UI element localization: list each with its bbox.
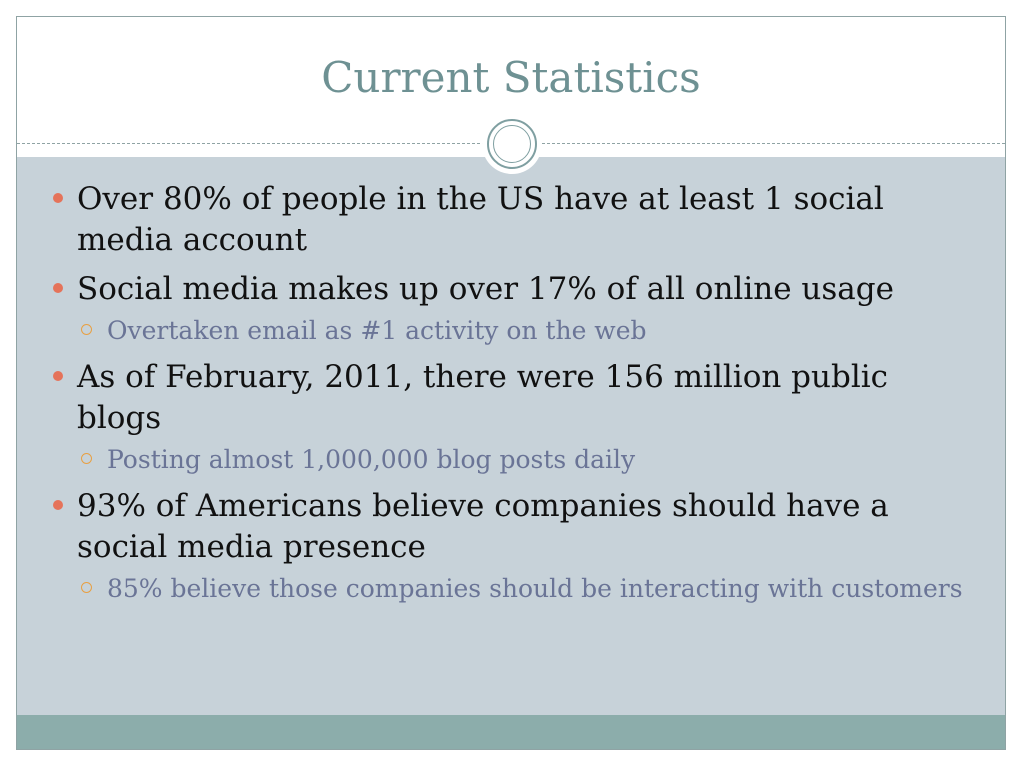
ornament-inner-ring-icon — [493, 125, 531, 163]
bullet-text: Over 80% of people in the US have at lea… — [77, 181, 884, 258]
sub-bullet-ring-icon — [81, 453, 92, 464]
sub-bullet-ring-icon — [81, 324, 92, 335]
bullet-dot-icon — [53, 193, 63, 203]
footer-bar — [17, 715, 1005, 749]
content-area — [17, 157, 1005, 717]
bullet-item: Social media makes up over 17% of all on… — [47, 269, 967, 310]
sub-bullet-item: Posting almost 1,000,000 blog posts dail… — [47, 443, 967, 476]
slide: Current Statistics Over 80% of people in… — [16, 16, 1006, 750]
bullet-item: 93% of Americans believe companies shoul… — [47, 486, 967, 568]
bullet-text: 93% of Americans believe companies shoul… — [77, 488, 889, 565]
bullet-text: Social media makes up over 17% of all on… — [77, 271, 894, 307]
sub-bullet-item: Overtaken email as #1 activity on the we… — [47, 314, 967, 347]
bullet-text: As of February, 2011, there were 156 mil… — [77, 359, 889, 436]
bullet-dot-icon — [53, 283, 63, 293]
sub-bullet-text: 85% believe those companies should be in… — [107, 574, 963, 603]
sub-bullet-text: Posting almost 1,000,000 blog posts dail… — [107, 445, 636, 474]
bullet-dot-icon — [53, 500, 63, 510]
bullet-list: Over 80% of people in the US have at lea… — [47, 179, 967, 615]
slide-title: Current Statistics — [321, 53, 701, 102]
bullet-dot-icon — [53, 371, 63, 381]
sub-bullet-text: Overtaken email as #1 activity on the we… — [107, 316, 647, 345]
sub-bullet-item: 85% believe those companies should be in… — [47, 572, 967, 605]
sub-bullet-ring-icon — [81, 582, 92, 593]
bullet-item: As of February, 2011, there were 156 mil… — [47, 357, 967, 439]
bullet-item: Over 80% of people in the US have at lea… — [47, 179, 967, 261]
